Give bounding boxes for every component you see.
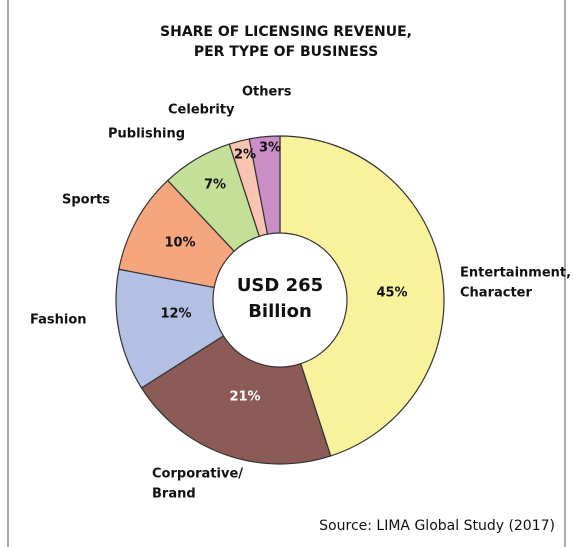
category-label: Entertainment, (460, 266, 571, 281)
value-label: 7% (204, 178, 226, 193)
value-label: 12% (160, 307, 191, 322)
value-label: 10% (164, 236, 195, 251)
category-label: Celebrity (168, 103, 235, 118)
donut-slice (248, 135, 281, 235)
category-label: Corporative/ (152, 467, 243, 482)
donut-slice (279, 135, 445, 457)
category-label: Publishing (108, 127, 185, 142)
center-label: Billion (248, 301, 312, 322)
chart-title: PER TYPE OF BUSINESS (194, 44, 378, 60)
value-label: 3% (259, 141, 281, 156)
donut-slice (140, 335, 332, 465)
category-label: Character (460, 286, 532, 301)
category-label: Brand (152, 487, 196, 502)
source-note: Source: LIMA Global Study (2017) (319, 518, 555, 534)
category-label: Fashion (30, 313, 87, 328)
chart-title: SHARE OF LICENSING REVENUE, (160, 24, 412, 40)
value-label: 45% (376, 286, 407, 301)
center-label: USD 265 (237, 275, 323, 296)
category-label: Others (242, 85, 292, 100)
category-label: Sports (62, 193, 110, 208)
value-label: 21% (229, 390, 260, 405)
value-label: 2% (234, 148, 256, 163)
